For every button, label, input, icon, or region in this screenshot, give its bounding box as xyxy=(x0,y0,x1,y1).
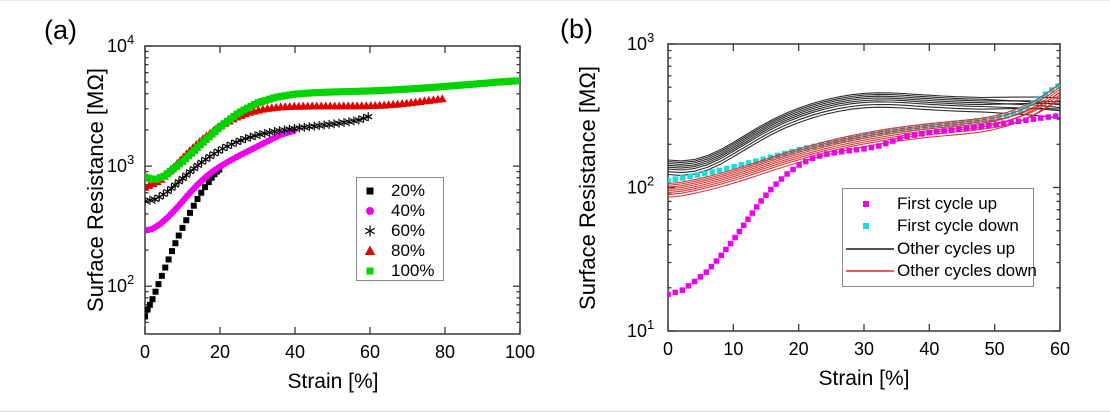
red-triangle-marker-icon xyxy=(357,243,391,259)
legend-label: 80% xyxy=(391,241,426,260)
svg-text:30: 30 xyxy=(854,339,874,359)
svg-text:102: 102 xyxy=(107,272,134,296)
svg-text:103: 103 xyxy=(627,30,654,54)
asterisk-marker-icon xyxy=(357,223,391,239)
legend-panel-a: 20% 40% 60% 80% 100% xyxy=(356,177,444,281)
legend-item-80pct: 80% xyxy=(357,241,443,261)
svg-text:50: 50 xyxy=(985,339,1005,359)
legend-label: 40% xyxy=(391,201,426,220)
cyan-square-marker-icon xyxy=(843,218,897,234)
legend-label: 20% xyxy=(391,181,426,200)
svg-text:102: 102 xyxy=(627,174,654,198)
green-square-marker-icon xyxy=(357,263,391,279)
svg-text:80: 80 xyxy=(435,342,455,362)
svg-text:20: 20 xyxy=(789,339,809,359)
svg-text:40: 40 xyxy=(285,342,305,362)
svg-text:0: 0 xyxy=(663,339,673,359)
legend-label: Other cycles down xyxy=(897,260,1037,280)
panel-b-x-axis-label: Strain [%] xyxy=(818,367,910,390)
legend-item-40pct: 40% xyxy=(357,201,443,221)
legend-label: Other cycles up xyxy=(897,238,1016,258)
svg-text:100: 100 xyxy=(505,342,535,362)
svg-text:10: 10 xyxy=(723,339,743,359)
legend-item-100pct: 100% xyxy=(357,261,443,281)
legend-item-first-cycle-down: First cycle down xyxy=(843,216,1033,236)
panel-60-axes xyxy=(667,43,1061,332)
series-60% xyxy=(145,112,373,206)
svg-text:60: 60 xyxy=(1050,339,1070,359)
svg-text:0: 0 xyxy=(140,342,150,362)
svg-text:60: 60 xyxy=(360,342,380,362)
legend-label: 100% xyxy=(391,261,435,280)
series-first-cycle-up xyxy=(668,113,1059,298)
panel-a-y-axis-label: Surface Resistance [MΩ] xyxy=(83,68,108,312)
series-20% xyxy=(145,166,223,320)
svg-text:40: 40 xyxy=(919,339,939,359)
red-line-marker-icon xyxy=(843,263,897,279)
series-40% xyxy=(145,127,297,234)
legend-panel-b: First cycle up First cycle down Other cy… xyxy=(842,188,1037,287)
legend-item-20pct: 20% xyxy=(357,181,443,201)
legend-item-first-cycle-up: First cycle up xyxy=(843,194,1033,214)
legend-item-60pct: 60% xyxy=(357,221,443,241)
black-line-marker-icon xyxy=(843,241,897,257)
svg-text:104: 104 xyxy=(107,32,134,56)
legend-item-other-cycles-down: Other cycles down xyxy=(843,261,1037,281)
panel-a-tag: (a) xyxy=(44,15,77,45)
legend-label: First cycle up xyxy=(897,194,998,214)
panel-b-tag: (b) xyxy=(560,14,593,44)
magenta-circle-marker-icon xyxy=(357,203,391,219)
legend-label: 60% xyxy=(391,221,426,240)
panel-b-y-axis-label: Surface Resistance [MΩ] xyxy=(575,66,600,310)
legend-item-other-cycles-up: Other cycles up xyxy=(843,239,1033,259)
magenta-square-marker-icon xyxy=(843,196,897,212)
series-100% xyxy=(145,77,520,183)
legend-label: First cycle down xyxy=(897,216,1019,236)
black-square-marker-icon xyxy=(357,183,391,199)
svg-text:101: 101 xyxy=(627,317,654,341)
svg-text:103: 103 xyxy=(107,152,134,176)
svg-text:20: 20 xyxy=(210,342,230,362)
panel-a-x-axis-label: Strain [%] xyxy=(287,370,379,393)
series-other-cycles-up xyxy=(668,92,1060,176)
